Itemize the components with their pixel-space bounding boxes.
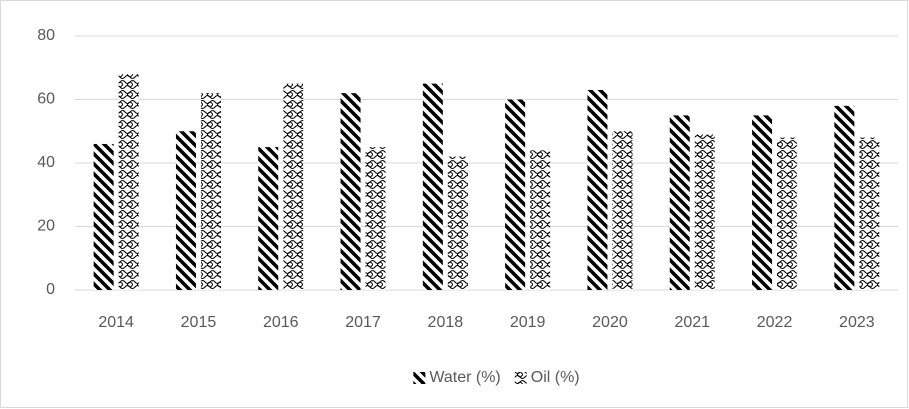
bar xyxy=(587,89,608,290)
x-tick-label: 2015 xyxy=(181,314,217,331)
x-tick-label: 2023 xyxy=(839,314,875,331)
legend-swatch xyxy=(514,372,527,384)
y-tick-label: 20 xyxy=(37,218,55,235)
legend-label: Water (%) xyxy=(429,369,500,386)
bar xyxy=(612,131,633,290)
y-tick-label: 40 xyxy=(37,154,55,171)
bar xyxy=(530,150,551,290)
bar xyxy=(447,156,468,290)
legend-label: Oil (%) xyxy=(531,369,580,386)
bar xyxy=(777,137,798,290)
bar xyxy=(93,143,114,290)
bar xyxy=(752,115,773,290)
bar xyxy=(118,74,139,290)
bar xyxy=(283,83,304,290)
bar xyxy=(365,147,386,290)
y-tick-label: 80 xyxy=(37,27,55,44)
bar xyxy=(834,105,855,290)
bar xyxy=(694,134,715,290)
x-tick-label: 2021 xyxy=(674,314,710,331)
x-tick-label: 2022 xyxy=(757,314,793,331)
legend-swatch xyxy=(413,372,426,384)
x-tick-label: 2017 xyxy=(345,314,381,331)
bar xyxy=(669,115,690,290)
bar xyxy=(200,93,221,291)
bar xyxy=(340,93,361,291)
bar xyxy=(422,83,443,290)
x-tick-label: 2018 xyxy=(428,314,464,331)
bar xyxy=(859,137,880,290)
x-tick-label: 2014 xyxy=(98,314,134,331)
x-tick-label: 2016 xyxy=(263,314,299,331)
x-tick-label: 2019 xyxy=(510,314,546,331)
x-tick-label: 2020 xyxy=(592,314,628,331)
y-tick-label: 60 xyxy=(37,91,55,108)
bar xyxy=(258,147,279,290)
bar xyxy=(175,131,196,290)
bar xyxy=(505,99,526,290)
y-tick-label: 0 xyxy=(46,281,55,298)
